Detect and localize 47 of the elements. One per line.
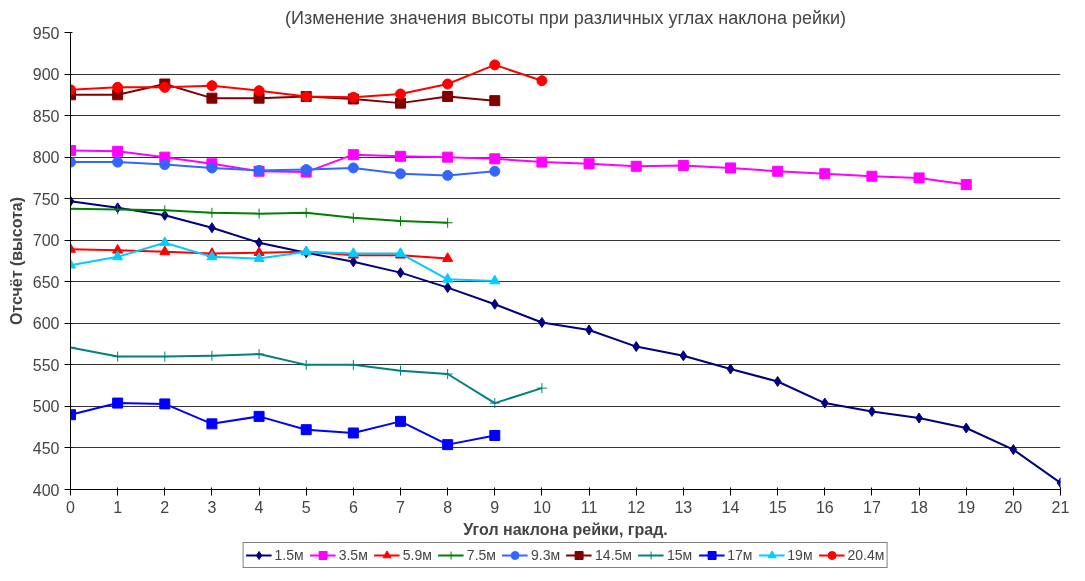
y-tick-label: 600 bbox=[32, 315, 60, 333]
x-tick-label: 9 bbox=[490, 498, 500, 516]
y-tick-label: 650 bbox=[32, 273, 60, 291]
legend-label: 1.5м bbox=[274, 547, 304, 563]
x-tick-label: 4 bbox=[254, 498, 264, 516]
x-tick-label: 2 bbox=[160, 498, 170, 516]
x-tick-label: 15 bbox=[768, 498, 787, 516]
legend-label: 14.5м bbox=[595, 547, 632, 563]
x-tick-label: 6 bbox=[348, 498, 358, 516]
y-tick-label: 500 bbox=[32, 398, 60, 416]
legend-label: 17м bbox=[727, 547, 753, 563]
y-tick-label: 800 bbox=[32, 149, 60, 167]
y-tick-label: 950 bbox=[32, 24, 60, 42]
chart-title: (Изменение значения высоты при различных углах наклона рейки) bbox=[285, 7, 846, 28]
y-tick-label: 450 bbox=[32, 439, 60, 457]
y-tick-label: 550 bbox=[32, 356, 60, 374]
x-tick-label: 3 bbox=[207, 498, 217, 516]
legend-label: 7.5м bbox=[466, 547, 496, 563]
legend-label: 15м bbox=[666, 547, 693, 563]
legend-label: 9.3м bbox=[530, 547, 561, 563]
x-tick-label: 7 bbox=[396, 498, 406, 516]
x-tick-label: 21 bbox=[1051, 498, 1070, 516]
x-tick-label: 8 bbox=[443, 498, 453, 516]
y-axis-title: Отсчёт (высота) bbox=[7, 196, 25, 326]
x-tick-label: 0 bbox=[66, 498, 76, 516]
legend-label: 20.4м bbox=[847, 547, 885, 563]
legend-label: 19м bbox=[787, 547, 813, 563]
x-tick-label: 14 bbox=[721, 498, 740, 516]
legend-label: 3.5м bbox=[338, 547, 368, 563]
x-tick-label: 20 bbox=[1004, 498, 1023, 516]
y-tick-label: 900 bbox=[32, 66, 60, 84]
x-tick-label: 11 bbox=[580, 498, 598, 516]
x-tick-label: 12 bbox=[627, 498, 646, 516]
legend-label: 5.9м bbox=[402, 547, 432, 563]
y-tick-label: 750 bbox=[32, 190, 60, 208]
x-axis-title: Угол наклона рейки, град. bbox=[463, 520, 668, 538]
y-tick-label: 700 bbox=[32, 232, 60, 250]
x-tick-label: 17 bbox=[863, 498, 881, 516]
x-tick-label: 19 bbox=[957, 498, 976, 516]
x-tick-label: 1 bbox=[113, 498, 123, 516]
x-tick-label: 10 bbox=[533, 498, 551, 516]
x-tick-label: 13 bbox=[674, 498, 693, 516]
y-tick-label: 850 bbox=[32, 107, 60, 125]
x-tick-label: 18 bbox=[910, 498, 929, 516]
y-tick-label: 400 bbox=[32, 481, 60, 499]
x-tick-label: 5 bbox=[301, 498, 311, 516]
x-tick-label: 16 bbox=[815, 498, 834, 516]
